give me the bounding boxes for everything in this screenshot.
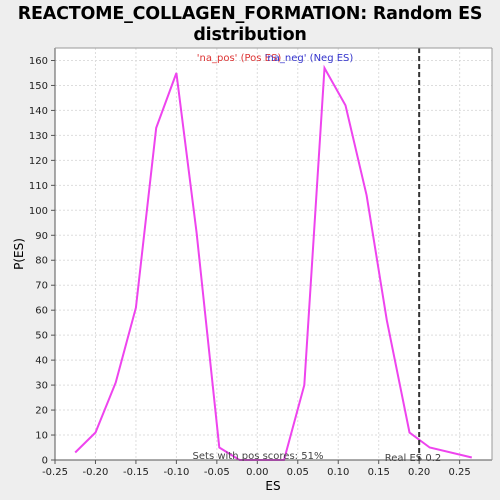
plot-area <box>55 48 492 460</box>
y-axis-label: P(ES) <box>12 238 26 270</box>
x-tick-label: -0.20 <box>83 467 109 478</box>
y-tick-label: 160 <box>29 56 48 67</box>
x-tick-label: -0.15 <box>123 467 149 478</box>
y-tick-label: 40 <box>35 356 48 367</box>
x-tick-label: -0.25 <box>42 467 68 478</box>
chart-title-line1: REACTOME_COLLAGEN_FORMATION: Random ES <box>17 4 483 24</box>
x-axis-label: ES <box>265 479 280 493</box>
x-tick-label: -0.10 <box>163 467 189 478</box>
x-tick-label: 0.05 <box>287 467 309 478</box>
x-tick-label: 0.00 <box>246 467 268 478</box>
legend-na-neg: 'na_neg' (Neg ES) <box>265 53 354 64</box>
y-tick-label: 110 <box>29 181 48 192</box>
y-tick-label: 70 <box>35 281 48 292</box>
real-es-label: Real ES 0.2 <box>385 453 441 464</box>
x-tick-label: 0.15 <box>368 467 390 478</box>
x-tick-label: 0.10 <box>327 467 349 478</box>
y-tick-label: 150 <box>29 81 48 92</box>
x-tick-label: -0.05 <box>204 467 230 478</box>
y-tick-label: 0 <box>42 456 48 467</box>
y-tick-label: 120 <box>29 156 48 167</box>
x-tick-label: 0.25 <box>448 467 470 478</box>
y-tick-label: 10 <box>35 431 48 442</box>
y-tick-label: 130 <box>29 131 48 142</box>
y-tick-label: 60 <box>35 306 48 317</box>
x-tick-label: 0.20 <box>408 467 430 478</box>
legend-na-pos: 'na_pos' (Pos ES) <box>197 53 282 64</box>
y-tick-label: 30 <box>35 381 48 392</box>
pos-scores-note: Sets with pos scores: 51% <box>193 451 324 462</box>
y-tick-label: 90 <box>35 231 48 242</box>
chart-title-line2: distribution <box>193 25 307 45</box>
y-tick-label: 100 <box>29 206 48 217</box>
y-axis-ticks: 0 10 20 30 40 50 60 70 80 90 100 110 120 130 140 150 160 <box>29 56 55 467</box>
y-tick-label: 50 <box>35 331 48 342</box>
y-tick-label: 80 <box>35 256 48 267</box>
y-tick-label: 140 <box>29 106 48 117</box>
x-axis-ticks: -0.25 -0.20 -0.15 -0.10 -0.05 0.00 0.05 0.10 0.1… <box>42 460 471 478</box>
y-tick-label: 20 <box>35 406 48 417</box>
